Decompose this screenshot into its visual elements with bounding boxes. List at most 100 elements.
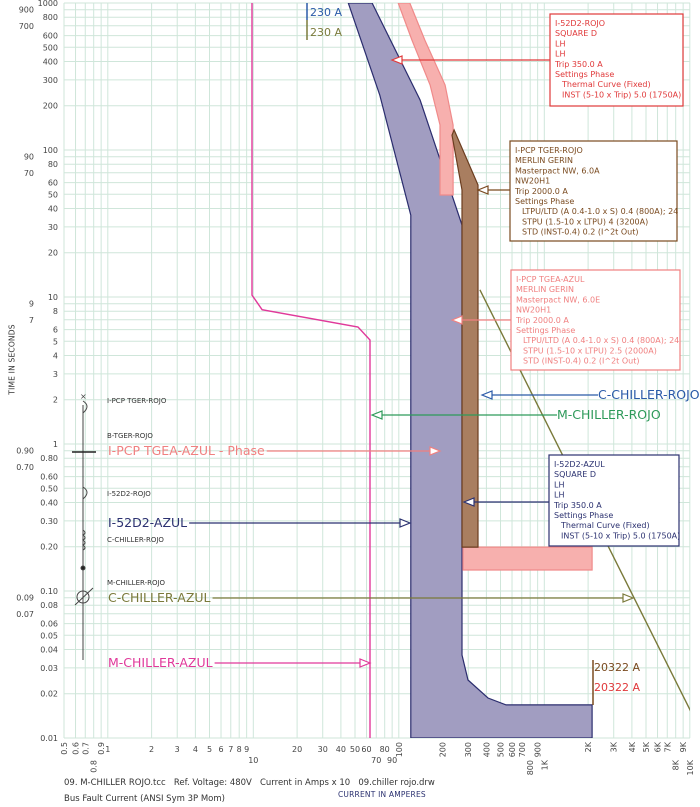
annotation-line: I-PCP TGER-ROJO [515,146,583,155]
annotation-line: MERLIN GERIN [516,285,574,294]
x-tick-label: 30 [318,745,328,754]
one-line-label: B-TGER-ROJO [107,432,153,440]
y-tick-label: 400 [43,57,58,66]
x-tick-label: 6 [218,745,223,754]
y-tick-label: 70 [24,169,34,178]
y-tick-label: 800 [43,13,58,22]
plot-area [251,3,690,738]
y-tick-label: 4 [53,351,58,360]
y-tick-label: 0.60 [40,473,58,482]
breaker-x-icon: × [80,392,87,401]
breaker-icon [82,400,88,414]
y-tick-label: 100 [43,146,58,155]
x-tick-label: 7 [228,745,233,754]
node-icon [80,565,86,571]
y-tick-label: 80 [48,160,58,169]
annotation-line: Trip 350.0 A [553,501,602,510]
x-tick-label: 300 [464,742,473,757]
motor-slash-icon [74,587,94,606]
curve-label: I-PCP TGEA-AZUL - Phase [108,443,265,458]
y-tick-label: 60 [48,179,58,188]
y-axis-title: TIME IN SECONDS [7,324,17,395]
y-tick-label: 900 [19,6,34,15]
y-tick-label: 6 [53,326,58,335]
y-tick-label: 0.09 [16,594,34,603]
annotation-line: Thermal Curve (Fixed) [560,521,650,530]
x-tick-label: 400 [482,742,491,757]
y-tick-label: 0.03 [40,664,58,673]
annotation-line: Trip 2000.0 A [515,316,569,325]
x-axis-title: CURRENT IN AMPERES [338,790,426,799]
x-tick-label: 10K [686,759,695,775]
breaker-icon [82,486,88,500]
x-tick-label: 4K [628,741,637,752]
curve-i-52d2-azul [347,3,593,738]
marker-label: 230 A [310,26,342,39]
y-tick-label: 9 [29,300,34,309]
x-tick-label: 0.8 [90,760,99,773]
y-tick-label: 0.20 [40,543,58,552]
x-tick-label: 2K [584,741,593,752]
y-tick-label: 0.05 [40,631,58,640]
annotation-line: Masterpact NW, 6.0E [516,295,600,304]
y-tick-label: 0.01 [40,734,58,743]
annotation-line: Trip 350.0 A [554,60,603,69]
y-tick-label: 0.50 [40,484,58,493]
one-line-label: I-52D2-ROJO [107,490,151,498]
annotation-frame [549,13,684,107]
x-tick-label: 40 [336,745,346,754]
x-tick-label: 90 [387,756,397,765]
x-tick-label: 800 [526,760,535,775]
x-tick-label: 600 [508,742,517,757]
one-line-label: I-PCP TGER-ROJO [107,397,167,405]
x-tick-label: 500 [497,742,506,757]
x-tick-label: 1K [540,759,549,770]
x-tick-label: 200 [439,742,448,757]
annotation-line: Settings Phase [516,326,575,335]
x-tick-label: 10 [248,756,258,765]
y-tick-label: 0.90 [16,447,34,456]
y-tick-label: 0.07 [16,610,34,619]
y-tick-label: 30 [48,223,58,232]
y-tick-label: 600 [43,32,58,41]
x-tick-label: 9K [679,741,688,752]
x-tick-label: 8K [672,759,681,770]
curve-label-arrow-icon [370,410,383,420]
y-tick-label: 1 [53,440,58,449]
annotation-frame [509,140,678,242]
annotation-line: I-52D2-AZUL [554,460,605,469]
curve-i-52d2-rojo-inst [462,546,593,571]
annotation-arrow-icon [450,315,463,325]
y-tick-label: 90 [24,153,34,162]
annotation-line: NW20H1 [516,306,551,315]
x-tick-label: 0.5 [60,742,69,755]
curve-label-arrow-icon [399,518,412,528]
annotation-line: STPU (1.5-10 x LTPU) 4 (3200A) [522,217,648,226]
one-line-diagram: × I-PCP TGER-ROJO B-TGER-ROJO I-52D2-ROJO C-… [72,392,167,660]
annotation-line: SQUARE D [554,470,596,479]
y-tick-label: 0.04 [40,645,58,654]
x-tick-label: 0.6 [72,742,81,755]
annotation-line: MERLIN GERIN [515,156,573,165]
x-tick-label: 0.9 [97,742,106,755]
curve-i-pcp-tger-rojo [451,128,479,548]
x-tick-label: 3K [610,741,619,752]
one-line-label: C-CHILLER-ROJO [107,536,164,544]
y-tick-label: 0.70 [16,463,34,472]
x-tick-label: 700 [518,742,527,757]
curve-label: M-CHILLER-AZUL [108,655,213,670]
curve-m-chiller-azul [251,3,371,738]
x-tick-label: 50 [350,745,360,754]
y-tick-label: 10 [48,293,58,302]
curve-i-52d2-rojo [397,3,454,196]
curve-label: I-52D2-AZUL [108,515,187,530]
x-tick-label: 60 [361,745,371,754]
annotation-line: INST (5-10 x Trip) 5.0 (1750A) [562,90,681,99]
x-tick-label: 80 [380,745,390,754]
annotation-arrow-icon [476,185,489,195]
y-tick-label: 700 [19,22,34,31]
